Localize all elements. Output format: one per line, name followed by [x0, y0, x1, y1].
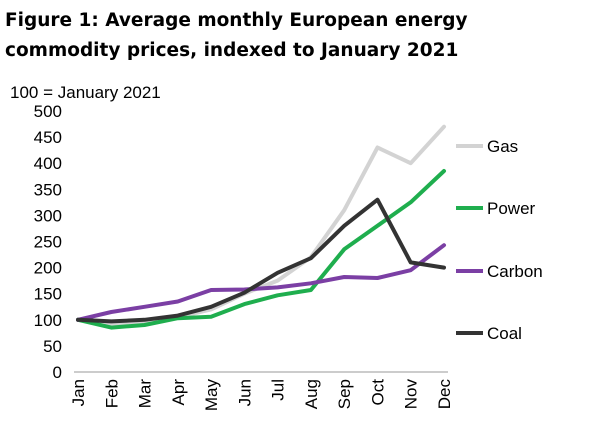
x-axis-ticks: Jan Feb Mar Apr May Jun Jul Aug Sep Oct Nov Dec	[69, 379, 454, 412]
series-line-coal	[76, 197, 446, 324]
y-tick-label: 350	[34, 180, 62, 199]
chart-title-line-1: Figure 1: Average monthly European energ…	[5, 10, 468, 31]
x-tick-label: Mar	[136, 379, 155, 409]
y-tick-label: 100	[34, 311, 62, 330]
x-tick-label: May	[202, 379, 221, 412]
y-tick-label: 500	[34, 102, 62, 121]
x-tick-label: Dec	[435, 379, 454, 410]
legend-label-power: Power	[487, 199, 536, 218]
chart-title-line-2: commodity prices, indexed to January 202…	[5, 40, 459, 61]
y-tick-label: 300	[34, 206, 62, 225]
y-tick-label: 250	[34, 233, 62, 252]
y-tick-label: 150	[34, 285, 62, 304]
y-tick-label: 50	[43, 337, 62, 356]
legend-label-gas: Gas	[487, 137, 518, 156]
chart-title: Figure 1: Average monthly European energ…	[5, 6, 595, 66]
x-tick-label: Nov	[402, 379, 421, 410]
legend: Gas Power Carbon Coal	[456, 137, 543, 343]
y-axis-label: 100 = January 2021	[10, 83, 161, 102]
x-tick-label: Oct	[368, 379, 387, 406]
x-tick-label: Sep	[335, 379, 354, 409]
series-line-carbon	[76, 243, 446, 322]
x-tick-label: Jan	[69, 379, 88, 406]
x-tick-label: Feb	[102, 379, 121, 408]
legend-label-carbon: Carbon	[487, 262, 543, 281]
y-tick-label: 200	[34, 259, 62, 278]
y-axis-ticks: 0 50 100 150 200 250 300 350 400 450 500	[34, 102, 62, 382]
series-line-power	[76, 169, 446, 330]
x-tick-label: Jul	[269, 379, 288, 401]
y-tick-label: 450	[34, 128, 62, 147]
series-lines	[76, 124, 446, 330]
y-tick-label: 400	[34, 154, 62, 173]
x-tick-label: Jun	[235, 379, 254, 406]
y-tick-label: 0	[53, 363, 62, 382]
x-tick-label: Apr	[169, 379, 188, 406]
x-tick-label: Aug	[302, 379, 321, 409]
legend-label-coal: Coal	[487, 324, 522, 343]
